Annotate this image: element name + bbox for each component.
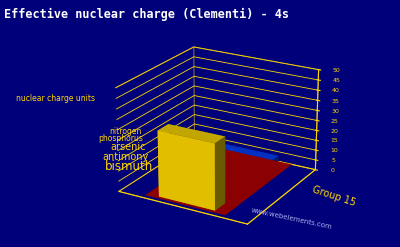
- Text: arsenic: arsenic: [110, 143, 146, 152]
- Text: phosphorus: phosphorus: [98, 134, 143, 143]
- Text: Group 15: Group 15: [311, 185, 357, 208]
- Text: bismuth: bismuth: [104, 160, 153, 173]
- Text: Effective nuclear charge (Clementi) - 4s: Effective nuclear charge (Clementi) - 4s: [4, 7, 289, 21]
- Text: www.webelements.com: www.webelements.com: [251, 207, 333, 230]
- Text: antimony: antimony: [102, 152, 149, 162]
- Text: nuclear charge units: nuclear charge units: [16, 94, 95, 103]
- Text: nitrogen: nitrogen: [110, 127, 142, 136]
